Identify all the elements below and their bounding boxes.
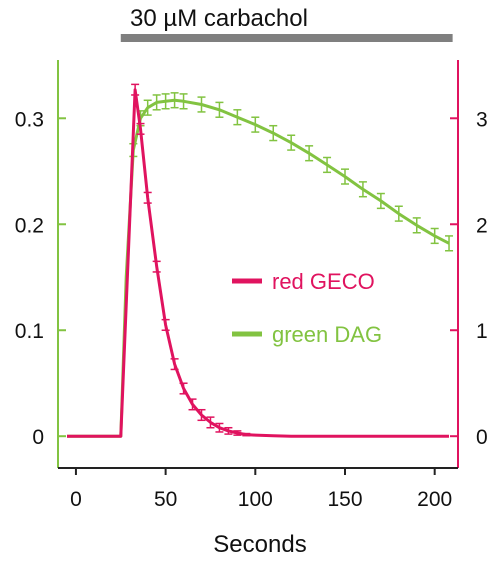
right-y-tick-label: 1: [476, 320, 488, 343]
x-tick-label: 100: [238, 488, 273, 511]
left-y-tick-label: 0.1: [15, 320, 44, 343]
x-tick-label: 0: [70, 488, 82, 511]
x-tick-label: 150: [327, 488, 362, 511]
annotation-text: 30 µM carbachol: [130, 5, 308, 32]
right-y-tick-label: 0: [476, 426, 488, 449]
left-y-tick-label: 0: [32, 426, 44, 449]
series-line: [67, 88, 449, 438]
legend-label: green DAG: [272, 322, 382, 347]
left-y-tick-label: 0.3: [15, 108, 44, 131]
x-tick-label: 50: [154, 488, 177, 511]
right-y-tick-label: 2: [476, 214, 488, 237]
x-tick-label: 200: [417, 488, 452, 511]
legend-item-green-dag: green DAG: [232, 322, 382, 347]
legend: red GECO green DAG: [232, 269, 382, 347]
x-ticks: 0 50 100 150 200: [70, 468, 452, 511]
annotation: 30 µM carbachol: [120, 5, 453, 42]
axes: [57, 60, 459, 469]
series-green-dag: [67, 92, 454, 438]
right-y-ticks: 0 1 2 3: [450, 108, 488, 449]
right-y-tick-label: 3: [476, 108, 488, 131]
legend-label: red GECO: [272, 269, 375, 294]
legend-item-red-geco: red GECO: [232, 269, 375, 294]
left-y-ticks: 0 0.1 0.2 0.3: [15, 108, 66, 449]
left-y-tick-label: 0.2: [15, 214, 44, 237]
series-layer: [67, 83, 454, 438]
series-red-geco: [67, 83, 449, 438]
x-axis-title: Seconds: [213, 531, 306, 558]
